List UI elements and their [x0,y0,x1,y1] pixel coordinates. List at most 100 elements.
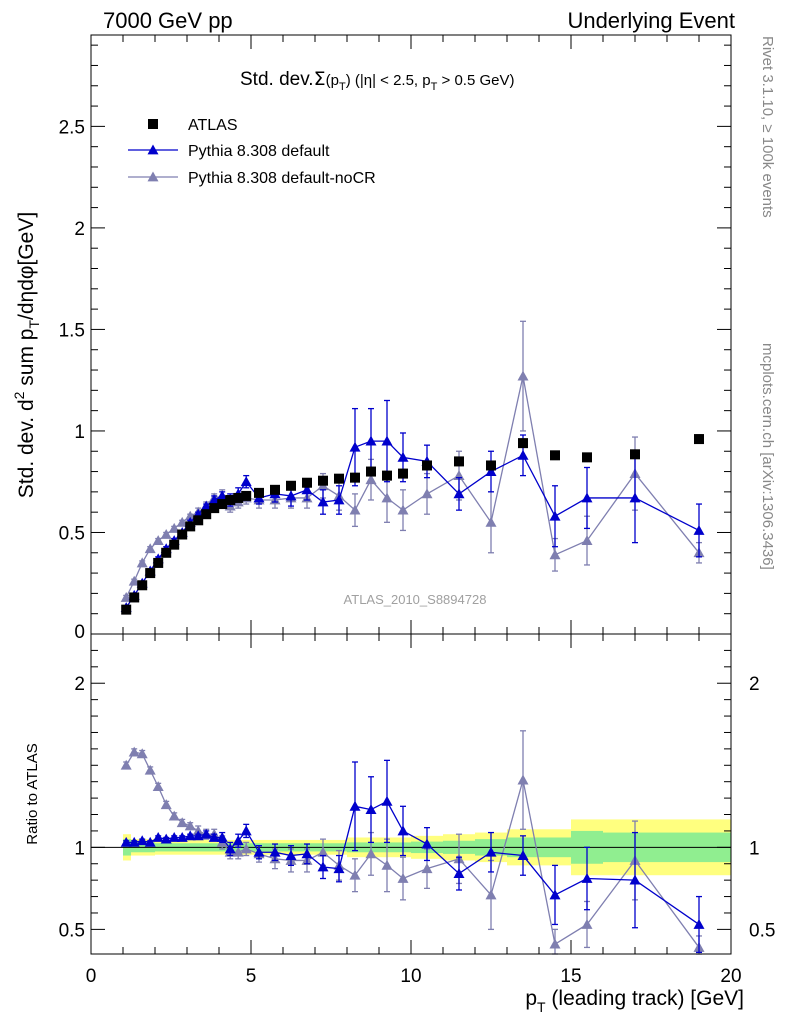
x-tick-label-0: 0 [86,966,97,987]
main-point [485,466,497,476]
main-point [137,580,148,591]
mcplots-label: mcplots.cern.ch [arXiv:1306.3436] [759,343,776,570]
main-point [421,488,433,499]
main-point [422,460,432,471]
ratio-point [381,795,393,806]
ratio-point [253,846,265,857]
main-point [128,575,140,586]
main-point [317,496,329,507]
data-series [120,320,705,955]
x-tick-label-3: 15 [560,966,581,987]
ratio-point [485,846,497,857]
ratio-point [120,836,132,847]
main-point [209,503,220,514]
analysis-watermark: ATLAS_2010_S8894728 [344,592,487,607]
main-point [285,490,297,501]
x-tick-label-1: 5 [246,966,257,987]
ratio-point [192,830,204,841]
main-point [454,456,464,467]
ratio-y-label: Ratio to ATLAS [24,743,41,844]
ratio-point [128,746,140,757]
main-point [153,557,164,568]
ratio-point [421,863,433,874]
main-point [694,434,704,445]
main-point [201,509,212,520]
main-ytick-label-4: 2.5 [59,117,85,138]
ratio-point [301,848,313,859]
ratio-point [168,831,180,842]
main-point [693,524,705,535]
ratio-point [240,825,252,836]
ratio-point [269,846,281,857]
ratio-point [581,918,593,929]
ratio-point [136,748,148,759]
ratio-point [232,835,244,846]
ratio-point [184,830,196,841]
main-point [169,539,180,550]
main-point [517,370,529,381]
ratio-point [168,810,180,821]
main-point [349,504,361,515]
ratio-point [485,889,497,900]
ratio-series-line-1 [125,751,700,948]
main-point [349,441,361,452]
x-axis-label: pT (leading track) [GeV] [525,987,744,1015]
ratio-point [365,804,377,814]
main-plot-frame [90,34,732,635]
ratio-point [285,850,297,860]
main-series-0 [121,434,704,615]
ratio-point [693,918,705,929]
main-point [381,435,393,446]
rivet-label: Rivet 3.1.10, ≥ 100k events [759,36,776,218]
main-point [581,535,593,545]
ratio-point [549,938,561,949]
main-point [233,492,244,503]
main-point [286,480,296,491]
main-point [549,510,561,521]
ratio-point [176,817,188,828]
ratio-point [136,835,148,846]
ratio-point [152,781,164,792]
ratio-point [240,843,252,854]
main-point [241,490,252,501]
title-cut2: > 0.5 GeV) [437,72,514,89]
main-point [334,473,344,484]
ratio-point [208,831,220,842]
main-point [145,568,156,579]
main-point [185,521,196,532]
ratio-series-0 [120,759,705,954]
main-point [176,516,188,527]
ratio-point [397,825,409,836]
x-tick-label-4: 20 [720,966,741,987]
ratio-point [160,799,172,810]
main-point [318,475,328,486]
main-ytick-label-3: 2 [74,219,85,240]
main-point [136,557,148,568]
main-point [350,472,360,483]
ratio-point [629,874,641,885]
main-ytick-label-0: 0.5 [59,523,85,544]
main-point [160,529,172,539]
xlabel-b: (leading track) [GeV] [546,987,744,1010]
ylabel-sup: 2 [11,391,27,399]
title-prefix: Std. dev. [240,69,314,90]
main-point [366,466,376,477]
main-point [152,535,164,545]
ratio-point [349,800,361,811]
main-point [270,484,280,495]
legend-marker-2 [147,171,159,182]
ratio-point [216,831,228,842]
main-ytick-label-1: 1 [74,422,85,443]
ratio-ytick-label-right-0: 0.5 [749,920,775,941]
ratio-ytick-label-2: 2 [74,674,85,695]
main-title: Std. dev.Σ(pT) (|η| < 2.5, pT > 0.5 GeV) [240,68,514,93]
legend-label-1: Pythia 8.308 default [188,143,330,160]
legend: ATLAS Pythia 8.308 default Pythia 8.308 de… [128,117,376,187]
legend-marker-1 [147,144,159,155]
main-point [301,484,313,495]
main-point [168,522,180,533]
main-point [144,543,156,554]
ratio-point [120,759,132,770]
main-point [582,452,592,463]
